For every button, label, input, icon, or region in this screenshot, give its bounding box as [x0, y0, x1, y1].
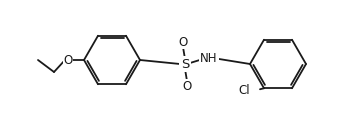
- Text: O: O: [63, 53, 73, 67]
- Text: O: O: [182, 79, 192, 93]
- Text: S: S: [181, 58, 189, 70]
- Text: O: O: [178, 36, 188, 48]
- Text: NH: NH: [200, 51, 218, 65]
- Text: Cl: Cl: [238, 84, 250, 97]
